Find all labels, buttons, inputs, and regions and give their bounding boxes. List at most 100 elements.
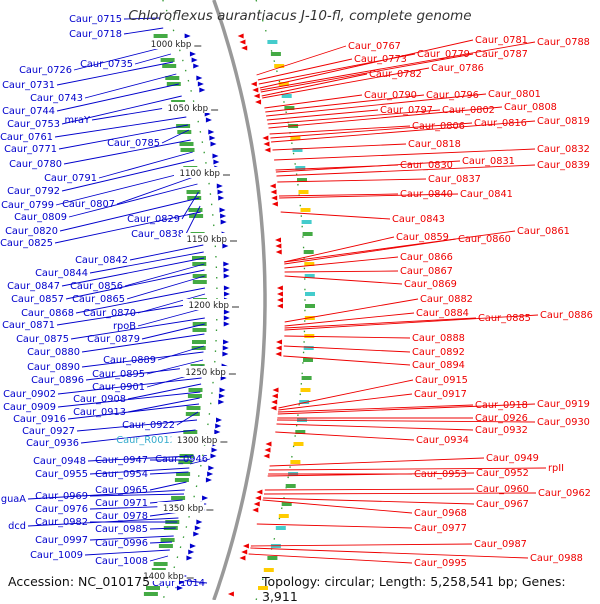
gene-labels[interactable]: Caur_0715 Caur_0718 Caur_0726 Caur_0735 Caur… (0, 14, 593, 589)
gene-label[interactable]: Caur_1009 (30, 550, 83, 561)
gene-label[interactable]: rpII (548, 463, 564, 474)
gene-label[interactable]: Caur_0780 (9, 159, 62, 170)
gene-label[interactable]: Caur_0801 (488, 89, 541, 100)
gene-label[interactable]: Caur_0802 (442, 105, 495, 116)
gene-label[interactable]: Caur_0841 (460, 189, 513, 200)
gene-label[interactable]: Caur_0948 (33, 456, 86, 467)
gene-label[interactable]: Caur_0954 (95, 469, 148, 480)
gene-label[interactable]: Caur_0967 (476, 499, 529, 510)
gene-label[interactable]: Caur_1014 (152, 578, 205, 589)
gene-label[interactable]: Caur_0771 (4, 144, 57, 155)
gene-label[interactable]: Caur_0839 (537, 160, 590, 171)
gene-label[interactable]: Caur_0908 (73, 394, 126, 405)
gene-label[interactable]: Caur_0840 (400, 189, 453, 200)
gene-label[interactable]: Caur_0922 (122, 420, 175, 431)
gene-label[interactable]: Caur_0779 (417, 49, 470, 60)
gene-label[interactable]: Caur_0875 (16, 334, 69, 345)
gene-label[interactable]: guaA (1, 494, 26, 505)
gene-label[interactable]: Caur_0997 (35, 535, 88, 546)
gene-label[interactable]: Caur_0917 (414, 389, 467, 400)
gene-label[interactable]: dcd (8, 521, 26, 532)
gene-label[interactable]: Caur_0909 (3, 402, 56, 413)
gene-label[interactable]: Caur_0888 (412, 333, 465, 344)
gene-label[interactable]: Caur_0885 (478, 313, 531, 324)
gene-label[interactable]: Caur_0978 (95, 511, 148, 522)
gene-label[interactable]: Caur_0947 (95, 455, 148, 466)
gene-label[interactable]: Caur_0816 (474, 118, 527, 129)
gene-label[interactable]: Caur_0842 (75, 255, 128, 266)
gene-label[interactable]: Caur_0913 (73, 407, 126, 418)
gene-label[interactable]: Caur_0969 (35, 491, 88, 502)
gene-label[interactable]: Caur_0782 (369, 69, 422, 80)
gene-label[interactable]: Caur_0829 (127, 214, 180, 225)
gene-label[interactable]: Caur_0791 (44, 173, 97, 184)
gene-label[interactable]: Caur_0867 (400, 266, 453, 277)
gene-label[interactable]: Caur_0879 (87, 334, 140, 345)
gene-label[interactable]: Caur_0988 (530, 553, 583, 564)
gene-label[interactable]: Caur_0916 (13, 414, 66, 425)
gene-label[interactable]: Caur_0946 (155, 454, 208, 465)
gene-label[interactable]: Caur_0830 (400, 160, 453, 171)
gene-label[interactable]: Caur_0965 (95, 485, 148, 496)
gene-label[interactable]: Caur_0880 (27, 347, 80, 358)
gene-label[interactable]: Caur_0882 (420, 294, 473, 305)
gene-label[interactable]: Caur_0856 (70, 281, 123, 292)
gene-label[interactable]: Caur_0844 (35, 268, 88, 279)
gene-label[interactable]: Caur_0718 (69, 29, 122, 40)
gene-label[interactable]: Caur_0753 (7, 119, 60, 130)
gene-label[interactable]: Caur_0808 (504, 102, 557, 113)
gene-label[interactable]: Caur_0915 (415, 375, 468, 386)
gene-label[interactable]: Caur_0743 (30, 93, 83, 104)
gene-label[interactable]: Caur_0838 (131, 229, 184, 240)
gene-label[interactable]: Caur_0806 (412, 121, 465, 132)
gene-label[interactable]: Caur_0799 (1, 200, 54, 211)
gene-label[interactable]: Caur_0868 (21, 308, 74, 319)
gene-label[interactable]: Caur_0952 (476, 468, 529, 479)
gene-label[interactable]: Caur_0889 (103, 355, 156, 366)
gene-label[interactable]: Caur_0918 (475, 400, 528, 411)
gene-label[interactable]: Caur_0819 (537, 116, 590, 127)
gene-label[interactable]: Caur_0843 (392, 214, 445, 225)
gene-label[interactable]: Caur_0797 (380, 105, 433, 116)
gene-label[interactable]: Caur_0919 (537, 399, 590, 410)
gene-label[interactable]: Caur_0809 (14, 212, 67, 223)
gene-label[interactable]: Caur_0820 (5, 226, 58, 237)
gene-label[interactable]: Caur_0894 (412, 360, 465, 371)
gene-label[interactable]: Caur_0786 (431, 63, 484, 74)
gene-label[interactable]: Caur_0982 (35, 517, 88, 528)
gene-label[interactable]: Caur_0869 (404, 279, 457, 290)
gene-label[interactable]: Caur_0971 (95, 498, 148, 509)
gene-label[interactable]: Caur_0861 (517, 226, 570, 237)
gene-label[interactable]: Caur_0960 (476, 484, 529, 495)
gene-label[interactable]: Caur_0901 (92, 382, 145, 393)
gene-label[interactable]: Caur_0785 (107, 138, 160, 149)
gene-label[interactable]: Caur_0859 (396, 232, 449, 243)
gene-label[interactable]: Caur_0936 (26, 438, 79, 449)
gene-label[interactable]: Caur_0831 (462, 156, 515, 167)
gene-label[interactable]: Caur_0761 (0, 132, 53, 143)
gene-label[interactable]: mraY (64, 115, 90, 126)
gene-label[interactable]: Caur_0892 (412, 347, 465, 358)
gene-label[interactable]: Caur_0927 (22, 426, 75, 437)
gene-label[interactable]: Caur_0726 (19, 65, 72, 76)
gene-label[interactable]: Caur_0832 (537, 144, 590, 155)
gene-label[interactable]: Caur_0818 (408, 139, 461, 150)
gene-label[interactable]: Caur_0773 (354, 54, 407, 65)
gene-label[interactable]: Caur_0985 (95, 524, 148, 535)
gene-label[interactable]: Caur_0926 (475, 413, 528, 424)
gene-label[interactable]: Caur_0837 (428, 174, 481, 185)
gene-label[interactable]: Caur_0934 (416, 435, 469, 446)
gene-label[interactable]: Caur_0962 (538, 488, 591, 499)
gene-label[interactable]: Caur_1008 (95, 556, 148, 567)
gene-label[interactable]: Caur_0825 (0, 238, 53, 249)
gene-label[interactable]: Caur_0996 (95, 538, 148, 549)
gene-label[interactable]: Caur_0930 (537, 417, 590, 428)
gene-label[interactable]: Caur_0886 (540, 310, 593, 321)
gene-label[interactable]: Caur_0955 (35, 469, 88, 480)
gene-label[interactable]: Caur_0870 (83, 308, 136, 319)
gene-label[interactable]: Caur_0895 (92, 369, 145, 380)
gene-label[interactable]: rpoB (113, 321, 136, 332)
gene-label[interactable]: Caur_0890 (27, 362, 80, 373)
gene-label[interactable]: Caur_0932 (475, 425, 528, 436)
gene-label[interactable]: Caur_0847 (7, 281, 60, 292)
